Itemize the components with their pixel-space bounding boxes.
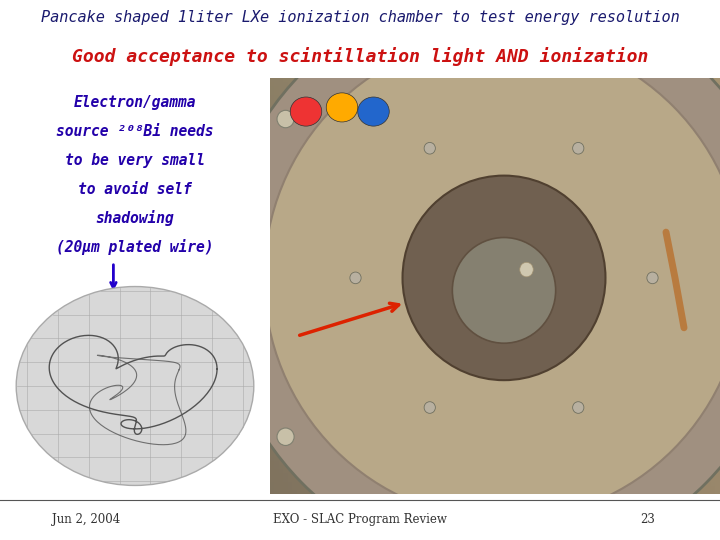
Ellipse shape: [326, 93, 358, 122]
Text: to be very small: to be very small: [65, 153, 205, 167]
Ellipse shape: [402, 176, 606, 380]
Text: shadowing: shadowing: [96, 210, 174, 226]
Ellipse shape: [424, 402, 436, 413]
Ellipse shape: [290, 97, 322, 126]
Ellipse shape: [277, 428, 294, 446]
Ellipse shape: [520, 262, 534, 277]
Text: Pancake shaped 1liter LXe ionization chamber to test energy resolution: Pancake shaped 1liter LXe ionization cha…: [40, 10, 680, 25]
Ellipse shape: [572, 402, 584, 413]
Ellipse shape: [424, 143, 436, 154]
Text: EXO - SLAC Program Review: EXO - SLAC Program Review: [273, 513, 447, 526]
Text: (20μm plated wire): (20μm plated wire): [56, 239, 214, 255]
Ellipse shape: [647, 272, 658, 284]
Text: Jun 2, 2004: Jun 2, 2004: [53, 513, 120, 526]
Text: source ²⁰⁸Bi needs: source ²⁰⁸Bi needs: [56, 124, 214, 139]
Text: 23: 23: [641, 513, 655, 526]
Text: Electron/gamma: Electron/gamma: [73, 94, 197, 110]
Ellipse shape: [264, 36, 720, 520]
Text: to avoid self: to avoid self: [78, 181, 192, 197]
Ellipse shape: [572, 143, 584, 154]
Ellipse shape: [277, 110, 294, 128]
Ellipse shape: [358, 97, 390, 126]
Ellipse shape: [17, 287, 254, 485]
Ellipse shape: [350, 272, 361, 284]
Ellipse shape: [452, 238, 556, 343]
Ellipse shape: [218, 0, 720, 540]
Text: Good acceptance to scintillation light AND ionization: Good acceptance to scintillation light A…: [72, 47, 648, 66]
